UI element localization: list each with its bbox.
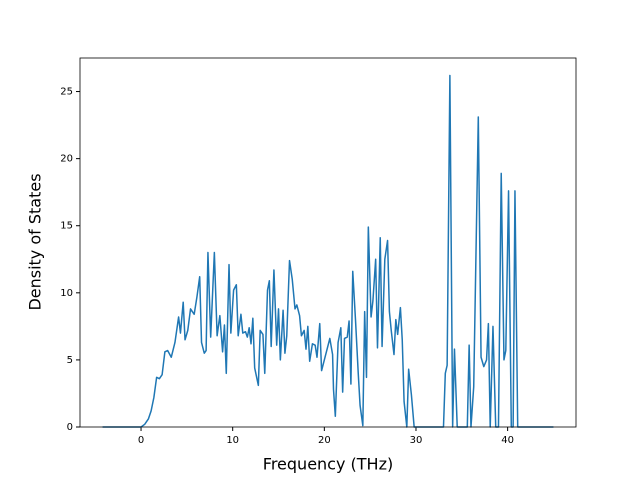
y-tick-label: 20 <box>60 154 73 165</box>
x-tick-label: 30 <box>410 435 423 446</box>
y-tick-label: 10 <box>60 288 73 299</box>
x-tick-label: 20 <box>318 435 331 446</box>
x-tick-label: 0 <box>138 435 144 446</box>
plot-frame <box>79 57 577 428</box>
y-tick-label: 0 <box>67 422 73 433</box>
x-tick-label: 10 <box>226 435 239 446</box>
y-tick-label: 25 <box>60 87 73 98</box>
line-series <box>102 74 554 428</box>
y-axis-title: Density of States <box>26 173 45 310</box>
y-tick-label: 5 <box>67 355 73 366</box>
y-tick-label: 15 <box>60 221 73 232</box>
x-tick-label: 40 <box>501 435 514 446</box>
x-axis-title: Frequency (THz) <box>263 455 393 474</box>
